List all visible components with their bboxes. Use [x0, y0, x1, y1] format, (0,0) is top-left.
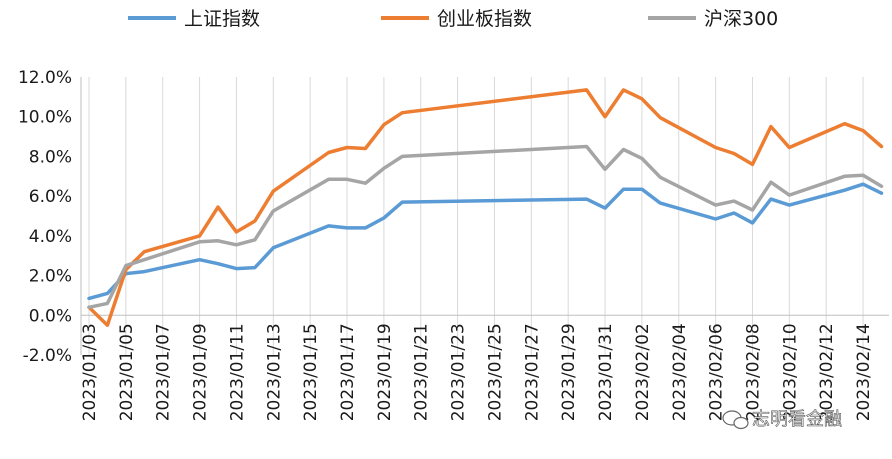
watermark-text: 志明看金融 [752, 409, 842, 430]
y-tick-label: 0.0% [29, 306, 72, 326]
x-tick-label: 2023/01/09 [191, 323, 211, 421]
y-tick-label: 10.0% [18, 108, 72, 128]
x-tick-label: 2023/02/12 [817, 323, 837, 421]
x-tick-label: 2023/02/10 [780, 323, 800, 421]
watermark: 志明看金融 [722, 409, 842, 430]
series-lines [87, 88, 884, 327]
y-axis-ticks: -2.0% 0.0% 2.0% 4.0% 6.0% 8.0% 10.0% 12.0% [18, 68, 72, 366]
x-tick-label: 2023/01/11 [227, 323, 247, 421]
watermark-icon [722, 410, 749, 430]
x-tick-label: 2023/01/15 [301, 323, 321, 421]
x-tick-label: 2023/01/05 [117, 323, 137, 421]
x-tick-label: 2023/01/27 [522, 323, 542, 421]
y-tick-label: 8.0% [29, 147, 72, 167]
y-tick-label: -2.0% [23, 346, 72, 366]
x-tick-label: 2023/02/02 [633, 323, 653, 421]
x-tick-label: 2023/01/17 [338, 323, 358, 421]
x-tick-label: 2023/02/14 [854, 323, 874, 421]
legend-label: 沪深300 [704, 8, 778, 30]
y-tick-label: 12.0% [18, 68, 72, 88]
x-tick-label: 2023/01/21 [412, 323, 432, 421]
grid [88, 77, 864, 355]
legend-label: 创业板指数 [437, 8, 532, 30]
y-tick-label: 6.0% [29, 187, 72, 207]
legend-label: 上证指数 [184, 8, 260, 30]
x-tick-label: 2023/02/04 [670, 323, 690, 421]
x-tick-label: 2023/01/31 [596, 323, 616, 421]
series-line-1 [87, 88, 884, 327]
x-tick-label: 2023/01/25 [485, 323, 505, 421]
x-tick-label: 2023/02/08 [743, 323, 763, 421]
x-tick-label: 2023/01/19 [375, 323, 395, 421]
x-tick-label: 2023/01/29 [559, 323, 579, 421]
axes [80, 77, 889, 355]
legend: 上证指数 创业板指数 沪深300 [128, 8, 778, 30]
x-tick-label: 2023/01/13 [264, 323, 284, 421]
x-tick-label: 2023/01/03 [80, 323, 100, 421]
x-tick-label: 2023/02/06 [707, 323, 727, 421]
y-tick-label: 2.0% [29, 267, 72, 287]
series-line-0 [87, 182, 884, 301]
x-tick-label: 2023/01/23 [449, 323, 469, 421]
x-tick-label: 2023/01/07 [154, 323, 174, 421]
x-axis-ticks: 2023/01/03 2023/01/05 2023/01/07 2023/01/09… [80, 323, 874, 421]
series-line-2 [87, 144, 884, 310]
y-tick-label: 4.0% [29, 227, 72, 247]
